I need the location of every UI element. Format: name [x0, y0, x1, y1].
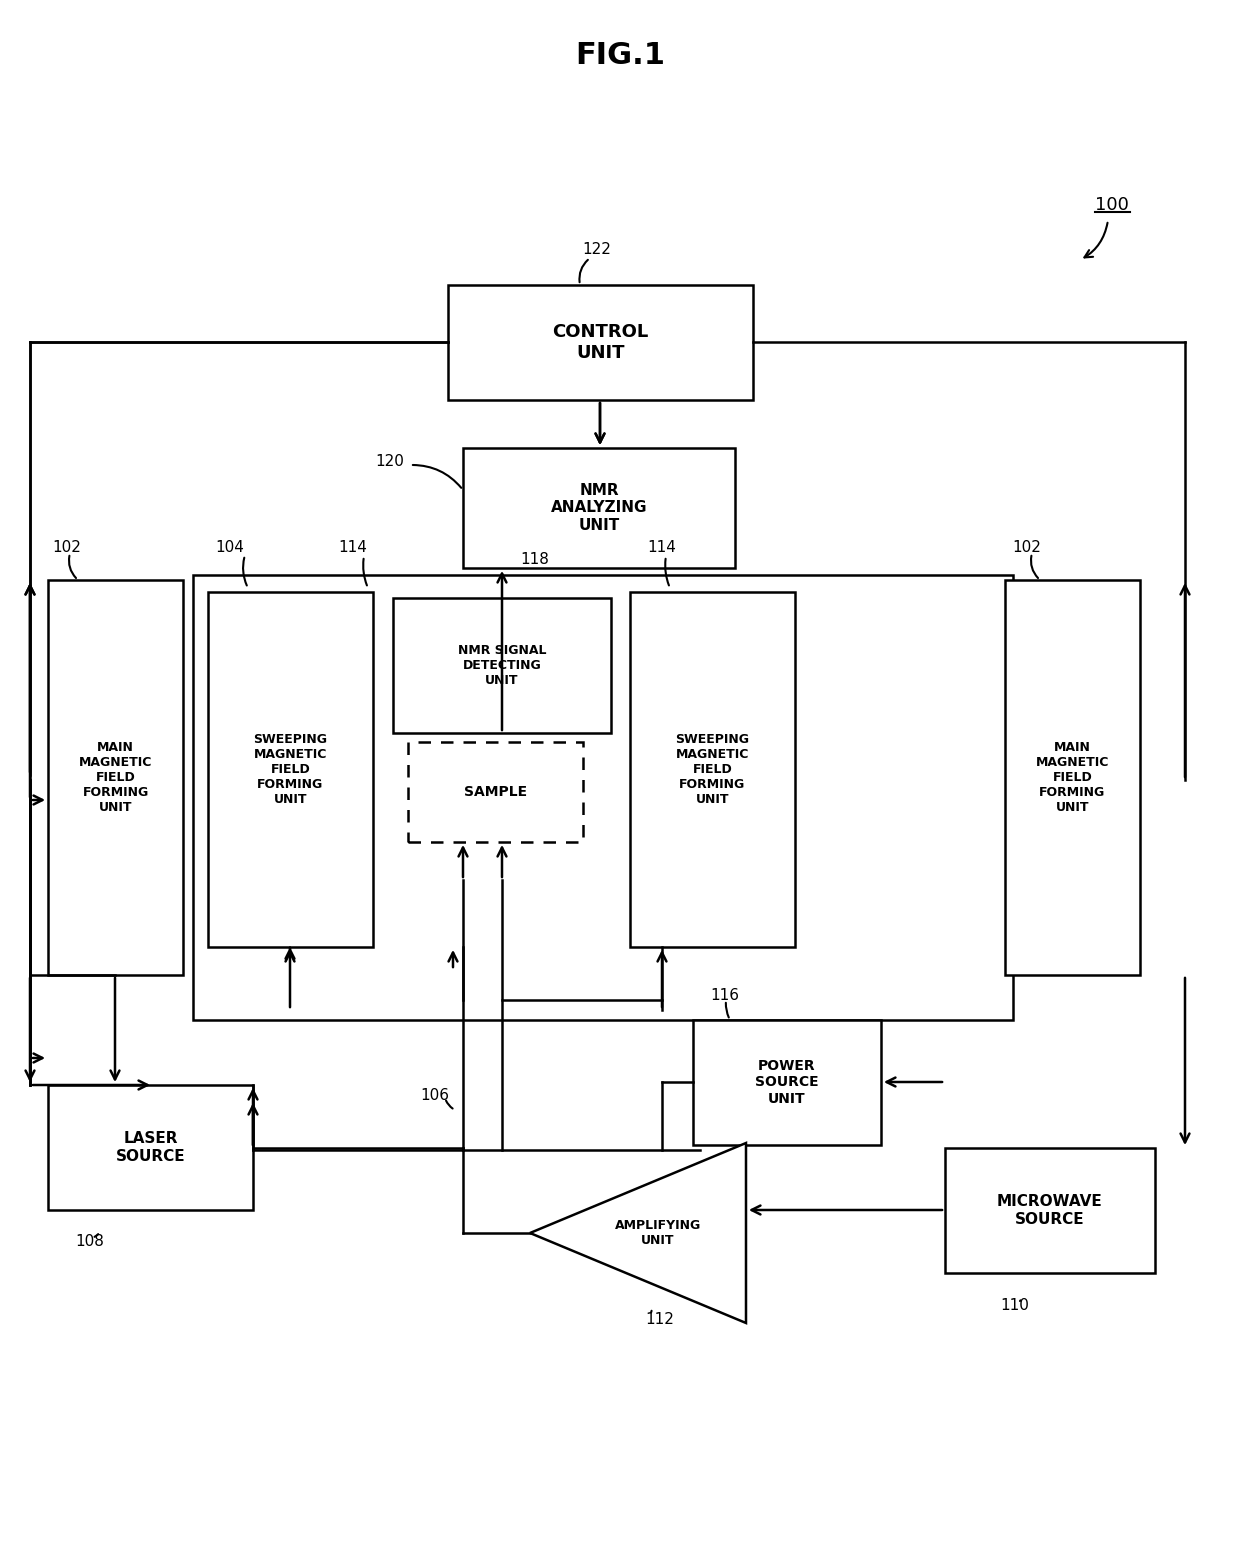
Text: MAIN
MAGNETIC
FIELD
FORMING
UNIT: MAIN MAGNETIC FIELD FORMING UNIT [1035, 741, 1110, 814]
Bar [393, 598, 611, 733]
Bar [448, 286, 753, 401]
Bar [945, 1148, 1154, 1273]
Text: 100: 100 [1095, 196, 1128, 214]
Text: 110: 110 [999, 1297, 1029, 1312]
Text: NMR SIGNAL
DETECTING
UNIT: NMR SIGNAL DETECTING UNIT [458, 644, 547, 686]
Text: 114: 114 [647, 540, 676, 556]
Bar [630, 592, 795, 947]
Text: 116: 116 [711, 988, 739, 1003]
Text: AMPLIFYING
UNIT: AMPLIFYING UNIT [615, 1219, 701, 1247]
Text: 114: 114 [339, 540, 367, 556]
Bar [408, 742, 583, 842]
Text: 108: 108 [74, 1235, 104, 1250]
Text: SWEEPING
MAGNETIC
FIELD
FORMING
UNIT: SWEEPING MAGNETIC FIELD FORMING UNIT [253, 733, 327, 806]
Text: LASER
SOURCE: LASER SOURCE [115, 1131, 185, 1163]
Text: 118: 118 [520, 553, 549, 567]
Text: SWEEPING
MAGNETIC
FIELD
FORMING
UNIT: SWEEPING MAGNETIC FIELD FORMING UNIT [676, 733, 749, 806]
Text: SAMPLE: SAMPLE [464, 784, 527, 798]
Text: MAIN
MAGNETIC
FIELD
FORMING
UNIT: MAIN MAGNETIC FIELD FORMING UNIT [79, 741, 153, 814]
Bar [1004, 579, 1140, 975]
Text: FIG.1: FIG.1 [575, 40, 665, 70]
Text: 102: 102 [52, 540, 81, 556]
Text: 122: 122 [582, 242, 611, 258]
Bar [208, 592, 373, 947]
Text: 102: 102 [1012, 540, 1040, 556]
Text: 104: 104 [215, 540, 244, 556]
Bar [48, 579, 184, 975]
Text: CONTROL
UNIT: CONTROL UNIT [552, 323, 649, 362]
Bar [193, 575, 1013, 1020]
Text: NMR
ANALYZING
UNIT: NMR ANALYZING UNIT [551, 483, 647, 533]
Polygon shape [529, 1143, 746, 1323]
Bar [48, 1086, 253, 1210]
Text: 112: 112 [645, 1312, 673, 1328]
Bar [463, 447, 735, 568]
Text: 120: 120 [374, 455, 404, 469]
Text: MICROWAVE
SOURCE: MICROWAVE SOURCE [997, 1194, 1102, 1227]
Bar [693, 1020, 880, 1145]
Text: 106: 106 [420, 1087, 449, 1103]
Text: POWER
SOURCE
UNIT: POWER SOURCE UNIT [755, 1059, 818, 1106]
